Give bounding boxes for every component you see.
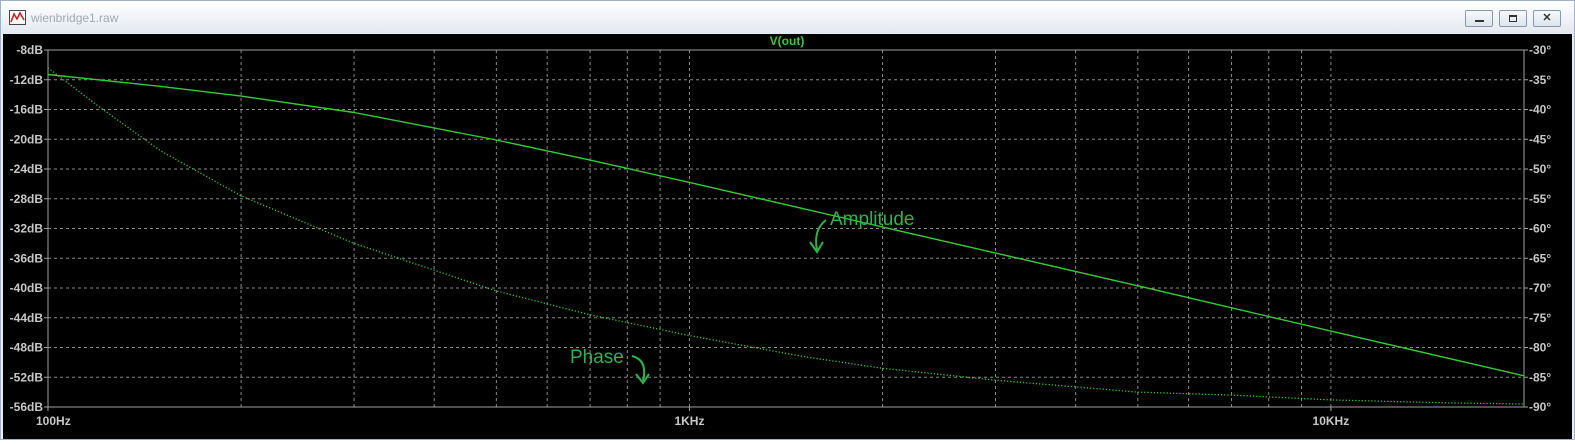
title-bar[interactable]: wienbridge1.raw ✕ bbox=[1, 1, 1574, 34]
y-right-tick-label: -75° bbox=[1529, 311, 1551, 325]
y-left-tick-label: -16dB bbox=[10, 103, 44, 117]
amplitude-arrow-icon bbox=[815, 219, 827, 251]
y-right-tick-label: -90° bbox=[1529, 400, 1551, 414]
minimize-button[interactable] bbox=[1465, 10, 1493, 27]
annotation-amplitude: Amplitude bbox=[830, 209, 915, 230]
series-phase-line bbox=[47, 67, 1525, 405]
y-left-tick-label: -12dB bbox=[10, 73, 44, 87]
y-right-tick-label: -30° bbox=[1529, 43, 1551, 57]
close-icon: ✕ bbox=[1542, 12, 1552, 24]
y-left-tick-label: -24dB bbox=[10, 162, 44, 176]
y-left-tick-label: -44dB bbox=[10, 311, 44, 325]
y-right-tick-label: -80° bbox=[1529, 341, 1551, 355]
y-right-tick-label: -60° bbox=[1529, 222, 1551, 236]
y-left-tick-label: -52dB bbox=[10, 370, 44, 384]
y-left-tick-label: -20dB bbox=[10, 132, 44, 146]
phase-arrow-icon bbox=[631, 355, 646, 382]
y-right-tick-label: -65° bbox=[1529, 251, 1551, 265]
y-left-tick-label: -48dB bbox=[10, 341, 44, 355]
bode-plot[interactable]: -8dB -12dB -16dB -20dB -24dB -28dB -32dB -36dB -… bbox=[3, 34, 1572, 439]
series-amplitude-line bbox=[47, 73, 1525, 377]
grid bbox=[48, 50, 1524, 407]
minimize-icon bbox=[1475, 20, 1484, 22]
y-left-tick-label: -36dB bbox=[10, 251, 44, 265]
y-left-tick-label: -28dB bbox=[10, 192, 44, 206]
phase-arrowhead-icon bbox=[635, 373, 650, 385]
chart-title: V(out) bbox=[770, 34, 805, 48]
amplitude-arrowhead-icon bbox=[809, 241, 824, 254]
restore-button[interactable] bbox=[1499, 10, 1527, 27]
y-left-tick-label: -8dB bbox=[16, 43, 43, 57]
y-right-tick-label: -35° bbox=[1529, 73, 1551, 87]
x-tick-label: 100Hz bbox=[36, 414, 71, 428]
y-right-tick-label: -70° bbox=[1529, 281, 1551, 295]
annotation-phase: Phase bbox=[570, 347, 624, 368]
close-button[interactable]: ✕ bbox=[1533, 10, 1561, 27]
axes: -8dB -12dB -16dB -20dB -24dB -28dB -32dB -36dB -… bbox=[10, 43, 1552, 428]
window-title: wienbridge1.raw bbox=[31, 11, 119, 25]
restore-icon bbox=[1509, 15, 1517, 22]
y-left-tick-label: -40dB bbox=[10, 281, 44, 295]
y-right-tick-label: -50° bbox=[1529, 162, 1551, 176]
y-right-tick-label: -45° bbox=[1529, 132, 1551, 146]
y-left-tick-label: -32dB bbox=[10, 222, 44, 236]
y-left-tick-label: -56dB bbox=[10, 400, 44, 414]
y-right-tick-label: -85° bbox=[1529, 370, 1551, 384]
y-right-tick-label: -40° bbox=[1529, 103, 1551, 117]
x-tick-label: 10KHz bbox=[1313, 414, 1350, 428]
y-right-tick-label: -55° bbox=[1529, 192, 1551, 206]
x-tick-label: 1KHz bbox=[674, 414, 704, 428]
plot-pane[interactable]: -8dB -12dB -16dB -20dB -24dB -28dB -32dB -36dB -… bbox=[3, 34, 1572, 439]
series bbox=[47, 67, 1525, 405]
waveform-app-icon bbox=[9, 10, 26, 25]
annotations: Amplitude Phase bbox=[570, 209, 915, 385]
